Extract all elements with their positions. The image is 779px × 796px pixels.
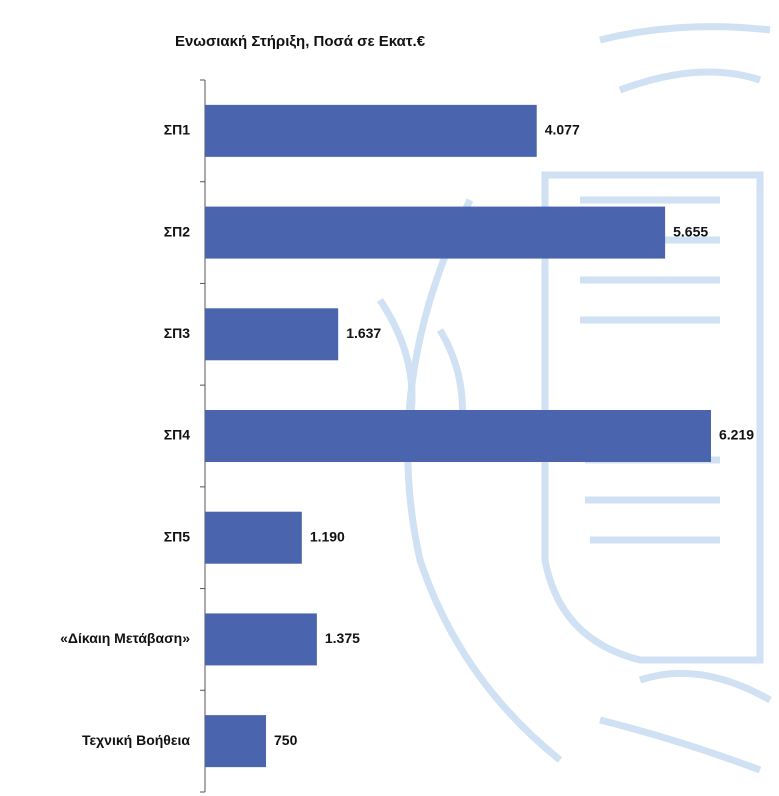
bar — [205, 715, 266, 767]
value-label: 6.219 — [719, 427, 754, 443]
category-label: ΣΠ2 — [164, 223, 191, 239]
value-label: 5.655 — [673, 223, 708, 239]
bar — [205, 207, 665, 259]
watermark-branch — [408, 200, 560, 760]
bar — [205, 308, 338, 360]
category-label: Τεχνική Βοήθεια — [82, 732, 190, 748]
category-label: ΣΠ4 — [164, 427, 191, 443]
category-label: ΣΠ3 — [164, 325, 191, 341]
watermark-leaves — [600, 673, 770, 770]
chart: Ενωσιακή Στήριξη, Ποσά σε Εκατ.€ ΣΠ1 4.07… — [0, 0, 779, 796]
category-label: ΣΠ5 — [164, 528, 191, 544]
watermark-leaves — [600, 27, 770, 90]
bar — [205, 105, 537, 157]
value-label: 1.375 — [325, 630, 360, 646]
value-label: 1.637 — [346, 325, 381, 341]
value-label: 750 — [274, 732, 298, 748]
value-label: 1.190 — [310, 528, 345, 544]
bar — [205, 512, 302, 564]
bar — [205, 410, 711, 462]
category-label: «Δίκαιη Μετάβαση» — [60, 630, 190, 646]
chart-title: Ενωσιακή Στήριξη, Ποσά σε Εκατ.€ — [175, 33, 426, 50]
value-label: 4.077 — [545, 122, 580, 138]
category-label: ΣΠ1 — [164, 122, 191, 138]
bar — [205, 613, 317, 665]
